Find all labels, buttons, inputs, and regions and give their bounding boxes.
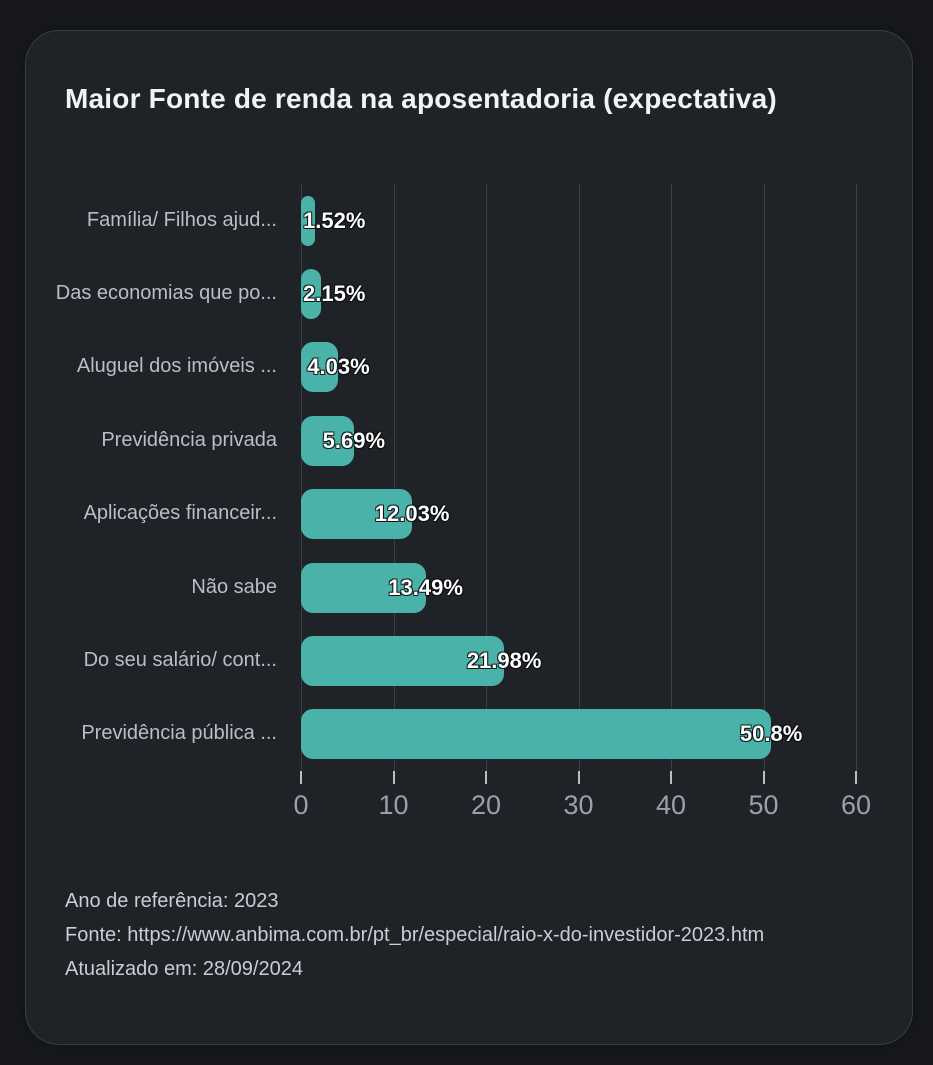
bar-chart-plot-area: 0 10 20 30 40 50 60 Família/ Filhos ajud... 1.52…: [26, 31, 914, 851]
category-label: Previdência pública ...: [81, 722, 277, 745]
value-label: 2.15%: [303, 281, 366, 307]
bar: [301, 562, 426, 613]
gridline: [301, 184, 302, 771]
x-axis-tick-label: 10: [378, 790, 409, 820]
footer-updated-at: Atualizado em: 28/09/2024: [65, 958, 303, 980]
gridline: [578, 184, 580, 771]
bar: [301, 269, 321, 320]
category-label: Previdência privada: [101, 428, 277, 451]
x-axis-tick-label: 30: [563, 790, 594, 820]
x-axis-tick-label: 50: [748, 790, 779, 820]
x-axis-tick-mark: [670, 771, 672, 784]
x-axis-tick-mark: [855, 771, 857, 784]
bar: [301, 489, 413, 540]
value-label: 5.69%: [322, 427, 386, 453]
bar: [301, 342, 339, 393]
x-axis-tick-label: 40: [655, 790, 687, 820]
value-label: 1.52%: [303, 207, 366, 233]
category-label: Aluguel dos imóveis ...: [76, 355, 277, 378]
category-label: Das economias que po...: [55, 282, 277, 305]
x-axis-tick-label: 0: [293, 790, 309, 820]
x-axis-tick-mark: [300, 771, 302, 784]
x-axis-tick-label: 20: [470, 790, 502, 820]
x-axis-tick-mark: [762, 771, 765, 784]
chart-title: Maior Fonte de renda na aposentadoria (e…: [65, 83, 777, 114]
chart-footer: Ano de referência: 2023 Fonte: https://w…: [65, 884, 764, 986]
chart-card: Maior Fonte de renda na aposentadoria (e…: [25, 30, 913, 1045]
x-axis-tick-mark: [577, 771, 580, 784]
x-axis-tick-label: 60: [840, 790, 872, 820]
category-label: Família/ Filhos ajud...: [86, 208, 277, 231]
value-label: 4.03%: [307, 354, 370, 380]
value-label: 50.8%: [739, 721, 803, 747]
bar: [301, 415, 354, 466]
bar: [301, 709, 771, 760]
category-label: Não sabe: [191, 575, 277, 598]
category-label: Do seu salário/ cont...: [83, 648, 277, 671]
bar: [301, 195, 316, 246]
category-label: Aplicações financeir...: [83, 502, 277, 525]
gridline: [486, 184, 487, 771]
value-label: 13.49%: [388, 574, 463, 600]
gridline: [671, 184, 672, 771]
gridline: [763, 184, 765, 771]
gridline: [393, 184, 395, 771]
footer-reference-year: Ano de referência: 2023: [65, 890, 279, 912]
gridline: [856, 184, 857, 771]
value-label: 21.98%: [466, 647, 542, 673]
x-axis-tick-mark: [485, 771, 487, 784]
value-label: 12.03%: [374, 501, 450, 527]
bar: [301, 635, 505, 686]
footer-source: Fonte: https://www.anbima.com.br/pt_br/e…: [65, 924, 765, 946]
x-axis-tick-mark: [392, 771, 395, 784]
